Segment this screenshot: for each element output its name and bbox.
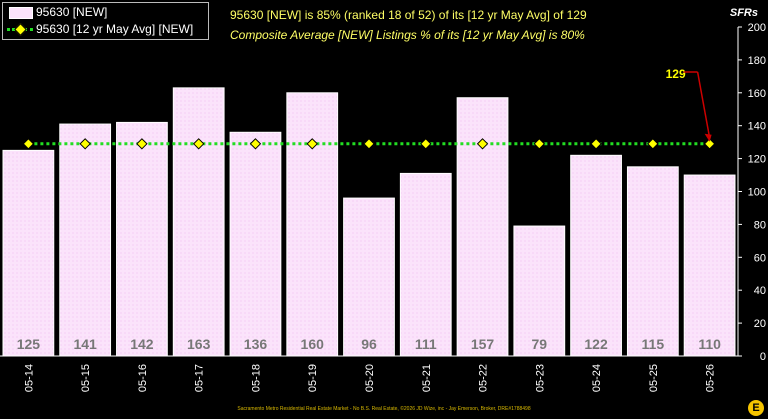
average-callout: 129 <box>666 67 712 142</box>
x-tick-label: 05-14 <box>23 364 35 392</box>
y-tick-label: 160 <box>748 88 766 100</box>
bar-value-label: 110 <box>698 336 721 352</box>
bar-value-label: 115 <box>642 336 665 352</box>
bar-swatch-icon <box>9 7 33 19</box>
bar-05-16 <box>116 121 168 357</box>
footer-credit: Sacramento Metro Residential Real Estate… <box>237 406 531 412</box>
bar-05-23 <box>513 225 566 357</box>
x-tick-label: 05-19 <box>307 364 319 392</box>
bar-group: 125 141 142 163 136 160 96 111 157 79 122 115 110 <box>2 87 736 357</box>
legend-label-avg: 95630 [12 yr May Avg] [NEW] <box>36 22 194 36</box>
legend: 95630 [NEW] 95630 [12 yr May Avg] [NEW] <box>2 2 209 40</box>
x-tick-label: 05-15 <box>80 364 92 392</box>
legend-item-new: 95630 [NEW] <box>3 4 208 20</box>
y-tick-label: 40 <box>754 285 766 297</box>
y-tick-label: 20 <box>754 318 766 330</box>
bar-05-20 <box>343 197 395 357</box>
y-tick-label: 180 <box>748 55 766 67</box>
headline-composite: Composite Average [NEW] Listings % of it… <box>230 28 585 42</box>
average-marker <box>476 138 489 150</box>
bar-05-25 <box>626 166 679 357</box>
bar-value-label: 160 <box>301 336 325 352</box>
y-tick-label: 100 <box>748 187 766 199</box>
bar-value-label: 125 <box>17 336 41 352</box>
y-axis: 0 20 40 60 80 100 120 140 160 180 200 <box>737 22 766 363</box>
average-marker <box>420 138 432 150</box>
average-marker <box>192 138 205 150</box>
x-tick-label: 05-22 <box>478 364 490 392</box>
average-marker <box>647 138 659 150</box>
bar-05-14 <box>2 149 55 357</box>
y-tick-label: 200 <box>748 22 766 34</box>
x-axis: 05-14 05-15 05-16 05-17 05-18 05-19 05-20 05-21… <box>0 355 738 392</box>
callout-arrow <box>696 71 711 138</box>
y-axis-units-label: SFRs <box>729 7 758 19</box>
bar-05-22 <box>456 97 509 357</box>
x-tick-label: 05-18 <box>250 364 262 392</box>
average-marker <box>363 138 375 150</box>
y-tick-label: 80 <box>754 219 766 231</box>
x-tick-label: 05-26 <box>705 364 717 392</box>
x-tick-label: 05-17 <box>194 364 206 392</box>
bar-05-24 <box>570 154 622 357</box>
average-marker <box>590 138 602 150</box>
headline-rank: 95630 [NEW] is 85% (ranked 18 of 52) of … <box>230 8 587 22</box>
legend-label-new: 95630 [NEW] <box>36 5 108 19</box>
y-tick-label: 140 <box>748 121 766 133</box>
bar-05-18 <box>229 131 282 357</box>
diamond-marker-icon <box>14 23 27 36</box>
average-marker <box>22 138 35 150</box>
callout-label: 129 <box>666 67 686 81</box>
bar-value-label: 122 <box>584 336 608 352</box>
legend-item-avg: 95630 [12 yr May Avg] [NEW] <box>3 21 208 37</box>
bar-value-label: 96 <box>361 336 377 352</box>
y-tick-label: 120 <box>748 154 766 166</box>
x-tick-label: 05-24 <box>591 364 603 392</box>
x-tick-label: 05-16 <box>137 364 149 392</box>
bar-05-17 <box>172 87 225 357</box>
average-marker <box>703 138 716 150</box>
average-marker <box>79 138 91 150</box>
bar-value-label: 163 <box>187 336 211 352</box>
bar-value-label: 142 <box>130 336 154 352</box>
y-tick-label: 0 <box>760 351 766 363</box>
average-line-group <box>22 138 716 150</box>
bar-value-label: 111 <box>415 336 437 352</box>
bar-05-21 <box>399 172 452 357</box>
bar-05-19 <box>286 92 339 357</box>
x-tick-label: 05-21 <box>421 364 433 392</box>
x-tick-label: 05-23 <box>534 364 546 392</box>
average-marker <box>533 138 546 150</box>
x-tick-label: 05-25 <box>648 364 660 392</box>
x-tick-label: 05-20 <box>364 364 376 392</box>
brand-logo-icon: E <box>748 400 764 416</box>
average-marker <box>136 138 148 150</box>
average-marker <box>306 138 318 150</box>
bar-value-label: 79 <box>532 336 548 352</box>
bar-value-label: 141 <box>73 336 97 352</box>
bar-05-15 <box>59 123 112 357</box>
bar-value-label: 157 <box>471 336 495 352</box>
y-tick-label: 60 <box>754 252 766 264</box>
callout-arrowhead <box>704 133 712 142</box>
bar-05-26 <box>683 174 736 357</box>
bar-value-label: 136 <box>244 336 268 352</box>
average-marker <box>249 138 262 150</box>
